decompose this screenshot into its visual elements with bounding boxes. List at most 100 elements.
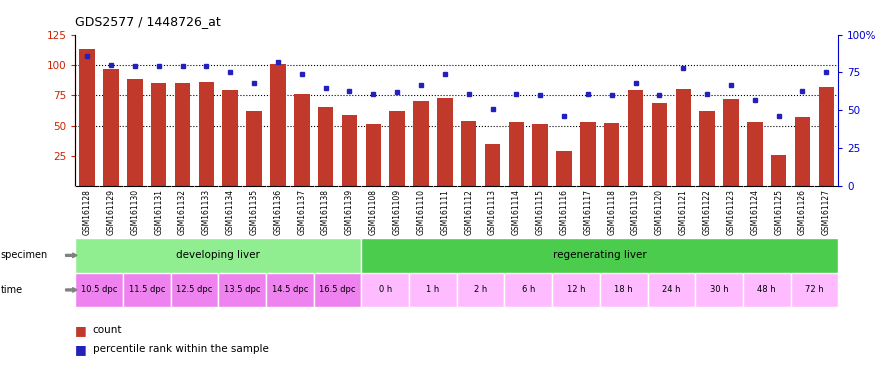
Text: ■: ■ xyxy=(75,324,87,337)
Text: GSM161133: GSM161133 xyxy=(202,189,211,235)
Text: GSM161126: GSM161126 xyxy=(798,189,807,235)
Bar xyxy=(508,122,524,186)
Text: GSM161136: GSM161136 xyxy=(273,189,283,235)
Text: GSM161139: GSM161139 xyxy=(345,189,354,235)
Text: percentile rank within the sample: percentile rank within the sample xyxy=(93,344,269,354)
Bar xyxy=(199,82,214,186)
Bar xyxy=(457,273,504,307)
Bar xyxy=(438,98,452,186)
Text: GSM161118: GSM161118 xyxy=(607,189,616,235)
Text: count: count xyxy=(93,325,123,335)
Text: GSM161127: GSM161127 xyxy=(822,189,831,235)
Bar xyxy=(771,155,787,186)
Bar xyxy=(652,103,667,186)
Text: GSM161119: GSM161119 xyxy=(631,189,640,235)
Bar xyxy=(123,273,171,307)
Bar xyxy=(361,273,410,307)
Bar xyxy=(175,83,190,186)
Bar xyxy=(318,108,333,186)
Bar xyxy=(604,123,620,186)
Bar xyxy=(410,273,457,307)
Bar xyxy=(389,111,405,186)
Text: developing liver: developing liver xyxy=(177,250,260,260)
Bar xyxy=(171,273,219,307)
Bar xyxy=(222,90,238,186)
Bar xyxy=(556,151,571,186)
Text: ■: ■ xyxy=(75,343,87,356)
Bar xyxy=(648,273,696,307)
Bar xyxy=(361,238,838,273)
Text: GSM161138: GSM161138 xyxy=(321,189,330,235)
Text: 0 h: 0 h xyxy=(379,285,392,295)
Text: 13.5 dpc: 13.5 dpc xyxy=(224,285,261,295)
Bar xyxy=(504,273,552,307)
Text: GSM161109: GSM161109 xyxy=(393,189,402,235)
Text: GSM161113: GSM161113 xyxy=(488,189,497,235)
Text: 72 h: 72 h xyxy=(805,285,823,295)
Text: GSM161112: GSM161112 xyxy=(464,189,473,235)
Text: 12 h: 12 h xyxy=(567,285,585,295)
Bar xyxy=(600,273,648,307)
Text: GSM161137: GSM161137 xyxy=(298,189,306,235)
Bar xyxy=(342,115,357,186)
Bar xyxy=(794,117,810,186)
Bar xyxy=(366,124,381,186)
Bar xyxy=(747,122,762,186)
Text: 18 h: 18 h xyxy=(614,285,633,295)
Text: GDS2577 / 1448726_at: GDS2577 / 1448726_at xyxy=(75,15,221,28)
Bar xyxy=(75,273,123,307)
Text: 10.5 dpc: 10.5 dpc xyxy=(80,285,117,295)
Text: time: time xyxy=(1,285,23,295)
Text: GSM161121: GSM161121 xyxy=(679,189,688,235)
Text: GSM161110: GSM161110 xyxy=(416,189,425,235)
Bar xyxy=(819,87,834,186)
Bar xyxy=(80,49,94,186)
Bar xyxy=(270,64,285,186)
Bar xyxy=(699,111,715,186)
Text: 2 h: 2 h xyxy=(474,285,487,295)
Text: GSM161123: GSM161123 xyxy=(726,189,736,235)
Bar xyxy=(724,99,738,186)
Text: 30 h: 30 h xyxy=(710,285,728,295)
Bar xyxy=(314,273,361,307)
Text: 24 h: 24 h xyxy=(662,285,681,295)
Text: 6 h: 6 h xyxy=(522,285,535,295)
Text: GSM161135: GSM161135 xyxy=(249,189,259,235)
Bar xyxy=(247,111,262,186)
Text: GSM161111: GSM161111 xyxy=(440,189,450,235)
Bar xyxy=(791,273,838,307)
Text: 16.5 dpc: 16.5 dpc xyxy=(319,285,356,295)
Bar xyxy=(580,122,596,186)
Text: GSM161131: GSM161131 xyxy=(154,189,164,235)
Text: GSM161117: GSM161117 xyxy=(584,189,592,235)
Bar xyxy=(103,68,119,186)
Text: GSM161125: GSM161125 xyxy=(774,189,783,235)
Bar xyxy=(743,273,791,307)
Bar xyxy=(533,124,548,186)
Text: GSM161134: GSM161134 xyxy=(226,189,234,235)
Bar xyxy=(294,94,310,186)
Text: 11.5 dpc: 11.5 dpc xyxy=(129,285,165,295)
Text: GSM161132: GSM161132 xyxy=(178,189,187,235)
Bar xyxy=(676,89,691,186)
Text: GSM161114: GSM161114 xyxy=(512,189,521,235)
Bar xyxy=(75,238,361,273)
Text: regenerating liver: regenerating liver xyxy=(553,250,647,260)
Text: 1 h: 1 h xyxy=(426,285,439,295)
Bar xyxy=(413,101,429,186)
Bar xyxy=(461,121,476,186)
Text: 14.5 dpc: 14.5 dpc xyxy=(271,285,308,295)
Text: GSM161128: GSM161128 xyxy=(82,189,92,235)
Text: GSM161116: GSM161116 xyxy=(559,189,569,235)
Bar xyxy=(485,144,500,186)
Text: GSM161129: GSM161129 xyxy=(107,189,116,235)
Text: GSM161108: GSM161108 xyxy=(368,189,378,235)
Bar xyxy=(552,273,600,307)
Bar xyxy=(266,273,314,307)
Text: GSM161124: GSM161124 xyxy=(750,189,760,235)
Bar xyxy=(151,83,166,186)
Text: GSM161115: GSM161115 xyxy=(536,189,545,235)
Bar xyxy=(696,273,743,307)
Bar xyxy=(127,79,143,186)
Text: GSM161122: GSM161122 xyxy=(703,189,711,235)
